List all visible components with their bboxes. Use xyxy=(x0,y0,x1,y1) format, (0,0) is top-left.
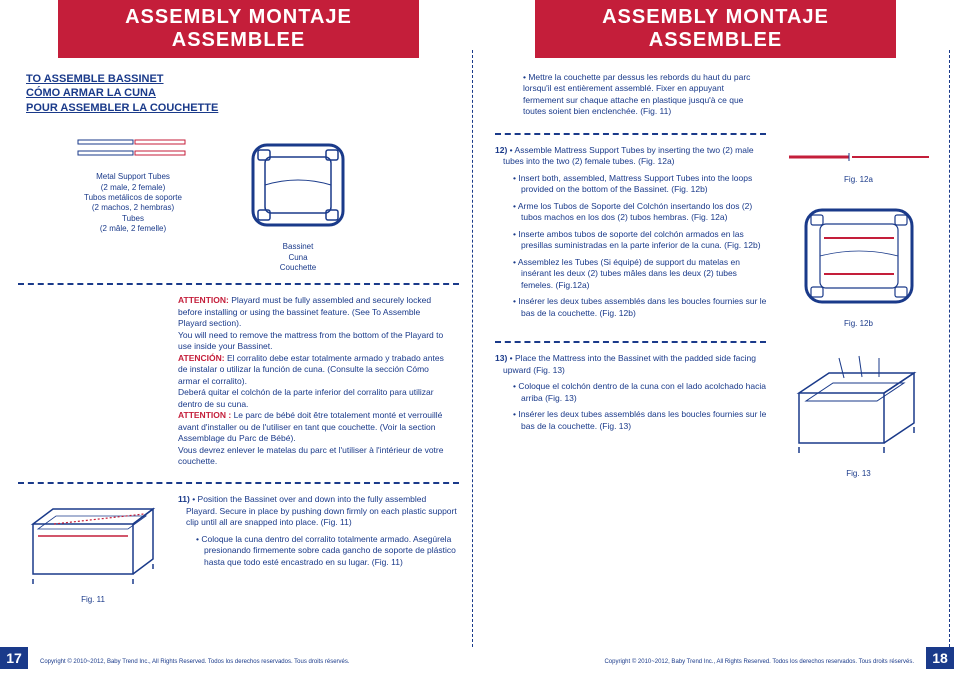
step13-fr: • Insérer les deux tubes assemblés dans … xyxy=(513,409,766,430)
attn-fr2: Vous devrez enlever le matelas du parc e… xyxy=(178,445,443,466)
step12-es-b: • Inserte ambos tubos de soporte del col… xyxy=(513,229,761,250)
fig-11: Fig. 11 xyxy=(18,494,168,605)
title-es: CÓMO ARMAR LA CUNA xyxy=(26,87,156,99)
step12-fr-b: • Insérer les deux tubes assemblés dans … xyxy=(513,296,766,317)
divider-2 xyxy=(18,482,459,484)
fig-13: Fig. 13 xyxy=(781,353,936,479)
section-title: TO ASSEMBLE BASSINET CÓMO ARMAR LA CUNA … xyxy=(26,72,459,115)
divider-r2 xyxy=(495,341,766,343)
bassinet-svg xyxy=(243,135,353,235)
fig13-svg xyxy=(784,353,934,463)
step12-en-a: • Assemble Mattress Support Tubes by ins… xyxy=(503,145,754,166)
attn-es2: Deberá quitar el colchón de la parte inf… xyxy=(178,387,434,408)
fig11-svg xyxy=(18,494,168,589)
step-11: Fig. 11 11) • Position the Bassinet over… xyxy=(18,494,459,605)
bassinet-label-en: Bassinet xyxy=(228,242,368,252)
step12-text: 12) • Assemble Mattress Support Tubes by… xyxy=(495,145,771,330)
page-spread: ASSEMBLY MONTAJE ASSEMBLEE TO ASSEMBLE B… xyxy=(0,0,954,677)
step12-en-b: • Insert both, assembled, Mattress Suppo… xyxy=(513,173,752,194)
step13-en: • Place the Mattress into the Bassinet w… xyxy=(503,353,756,374)
step11-text: 11) • Position the Bassinet over and dow… xyxy=(178,494,459,605)
attn-en2: You will need to remove the mattress fro… xyxy=(178,330,443,351)
page-num-18: 18 xyxy=(926,647,954,669)
vertical-dashed-right-2 xyxy=(949,50,950,647)
page-num-17: 17 xyxy=(0,647,28,669)
tubes-label-fr: Tubes (2 mâle, 2 femelle) xyxy=(58,214,208,235)
step-12: 12) • Assemble Mattress Support Tubes by… xyxy=(495,145,936,330)
step11-num: 11) xyxy=(178,494,190,504)
tubes-svg xyxy=(73,135,193,165)
fig11-label: Fig. 11 xyxy=(18,595,168,606)
fig12a-label: Fig. 12a xyxy=(781,175,936,186)
fig12b-svg xyxy=(794,198,924,313)
tubes-label-es: Tubos metálicos de soporte (2 machos, 2 … xyxy=(58,193,208,214)
vertical-dashed-right xyxy=(472,50,473,647)
step12-es-a: • Arme los Tubos de Soporte del Colchón … xyxy=(513,201,752,222)
step13-text: 13) • Place the Mattress into the Bassin… xyxy=(495,353,771,479)
step12-num: 12) xyxy=(495,145,507,155)
copyright-right: Copyright © 2010~2012, Baby Trend Inc., … xyxy=(604,659,914,665)
fig12b-label: Fig. 12b xyxy=(781,319,936,330)
tubes-label-en: Metal Support Tubes (2 male, 2 female) xyxy=(58,172,208,193)
header-banner-right: ASSEMBLY MONTAJE ASSEMBLEE xyxy=(535,0,896,58)
step11-es: • Coloque la cuna dentro del corralito t… xyxy=(196,534,456,567)
page-17: ASSEMBLY MONTAJE ASSEMBLEE TO ASSEMBLE B… xyxy=(0,0,477,677)
divider xyxy=(18,283,459,285)
fig13-label: Fig. 13 xyxy=(781,469,936,480)
header-banner: ASSEMBLY MONTAJE ASSEMBLEE xyxy=(58,0,419,58)
title-en: TO ASSEMBLE BASSINET xyxy=(26,73,164,85)
step11-en: • Position the Bassinet over and down in… xyxy=(186,494,457,527)
divider-r1 xyxy=(495,133,766,135)
fig-12: Fig. 12a Fig. 12b xyxy=(781,145,936,330)
step11-fr-continuation: • Mettre la couchette par dessus les reb… xyxy=(523,72,756,118)
attn-label-en: ATTENTION: xyxy=(178,295,229,305)
step-13: 13) • Place the Mattress into the Bassin… xyxy=(495,353,936,479)
attn-label-es: ATENCIÓN: xyxy=(178,353,225,363)
bassinet-label-fr: Couchette xyxy=(228,263,368,273)
fig12a-svg xyxy=(784,145,934,170)
bassinet-diagram: Bassinet Cuna Couchette xyxy=(228,135,368,274)
tubes-diagram: Metal Support Tubes (2 male, 2 female) T… xyxy=(58,135,208,274)
bassinet-label-es: Cuna xyxy=(228,253,368,263)
step13-num: 13) xyxy=(495,353,507,363)
attn-label-fr: ATTENTION : xyxy=(178,410,231,420)
page-18: ASSEMBLY MONTAJE ASSEMBLEE • Mettre la c… xyxy=(477,0,954,677)
step12-fr-a: • Assemblez les Tubes (Si équipé) de sup… xyxy=(513,257,740,290)
attention-block: ATTENTION: Playard must be fully assembl… xyxy=(178,295,449,467)
step13-es: • Coloque el colchón dentro de la cuna c… xyxy=(513,381,766,402)
intro-diagrams: Metal Support Tubes (2 male, 2 female) T… xyxy=(58,135,459,274)
title-fr: POUR ASSEMBLER LA COUCHETTE xyxy=(26,102,218,114)
copyright-left: Copyright © 2010~2012, Baby Trend Inc., … xyxy=(40,659,350,665)
step11-fr: • Mettre la couchette par dessus les reb… xyxy=(523,72,750,116)
